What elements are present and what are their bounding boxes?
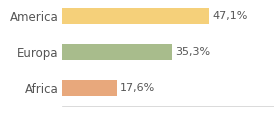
Bar [62, 80, 117, 96]
Bar [62, 44, 172, 60]
Text: 17,6%: 17,6% [120, 83, 155, 93]
Text: 47,1%: 47,1% [212, 12, 248, 21]
Text: 35,3%: 35,3% [175, 47, 210, 57]
Bar [62, 8, 209, 24]
